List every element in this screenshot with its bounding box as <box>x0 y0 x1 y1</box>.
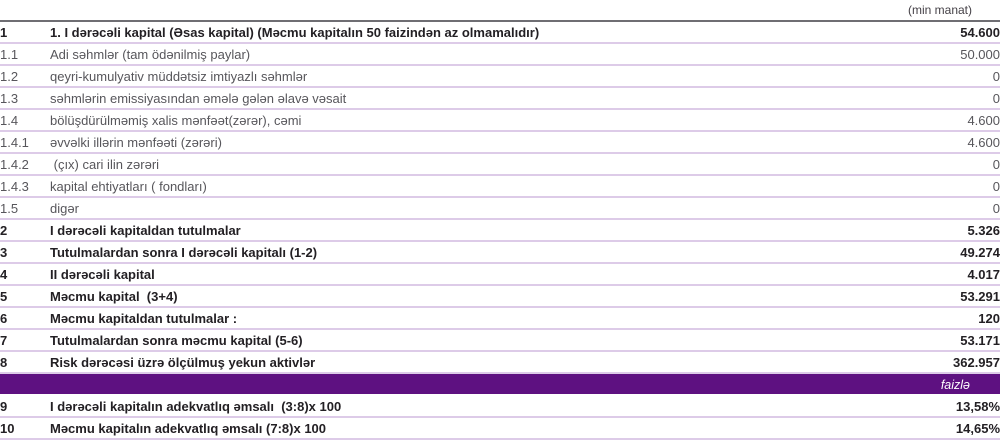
row-value: 4.600 <box>830 131 1000 154</box>
row-value: 0 <box>830 175 1000 198</box>
row-value: 0 <box>830 65 1000 88</box>
row-label: Tutulmalardan sonra I dərəcəli kapitalı … <box>50 241 830 264</box>
table-row: 1.1 Adi səhmlər (tam ödənilmiş paylar) 50.… <box>0 43 1000 66</box>
row-number: 10 <box>0 417 50 440</box>
table-row: 1 1. I dərəcəli kapital (Əsas kapital) (M… <box>0 21 1000 44</box>
row-label: 1. I dərəcəli kapital (Əsas kapital) (Mə… <box>50 21 830 44</box>
row-value: 0 <box>830 87 1000 110</box>
row-number: 1.4.1 <box>0 131 50 154</box>
percent-divider-row: faizlə <box>0 373 1000 396</box>
table-row: 7 Tutulmalardan sonra məcmu kapital (5-6)… <box>0 329 1000 352</box>
row-label: (çıx) cari ilin zərəri <box>50 153 830 176</box>
row-number: 2 <box>0 219 50 242</box>
table-row: 1.2 qeyri-kumulyativ müddətsiz imtiyazlı … <box>0 65 1000 88</box>
table-row: 1.4 bölüşdürülməmiş xalis mənfəət(zərər),… <box>0 109 1000 132</box>
row-label: II dərəcəli kapital <box>50 263 830 286</box>
table-row: 1.3 səhmlərin emissiyasından əmələ gələn … <box>0 87 1000 110</box>
table-row: 6 Məcmu kapitaldan tutulmalar :120 <box>0 307 1000 330</box>
percent-divider-cell: faizlə <box>0 373 1000 396</box>
row-number: 5 <box>0 285 50 308</box>
row-number: 1.2 <box>0 65 50 88</box>
unit-row: (min manat) <box>0 0 1000 20</box>
row-value: 5.326 <box>830 219 1000 242</box>
row-label: digər <box>50 197 830 220</box>
table-row: 1.5 digər 0 <box>0 197 1000 220</box>
row-value: 4.017 <box>830 263 1000 286</box>
row-number: 7 <box>0 329 50 352</box>
table-row: 5 Məcmu kapital (3+4) 53.291 <box>0 285 1000 308</box>
capital-table: 1 1. I dərəcəli kapital (Əsas kapital) (M… <box>0 20 1000 440</box>
row-number: 1.3 <box>0 87 50 110</box>
row-number: 1.5 <box>0 197 50 220</box>
row-value: 53.171 <box>830 329 1000 352</box>
row-value: 54.600 <box>830 21 1000 44</box>
table-row: 10 Məcmu kapitalın adekvatlıq əmsalı (7:8… <box>0 417 1000 440</box>
row-label: Risk dərəcəsi üzrə ölçülmuş yekun aktivl… <box>50 351 830 374</box>
table-row: 3 Tutulmalardan sonra I dərəcəli kapitalı… <box>0 241 1000 264</box>
row-number: 1.4.3 <box>0 175 50 198</box>
row-number: 6 <box>0 307 50 330</box>
table-row: 8 Risk dərəcəsi üzrə ölçülmuş yekun aktiv… <box>0 351 1000 374</box>
row-value: 120 <box>830 307 1000 330</box>
table-row: 1.4.2 (çıx) cari ilin zərəri 0 <box>0 153 1000 176</box>
row-value: 53.291 <box>830 285 1000 308</box>
row-number: 8 <box>0 351 50 374</box>
row-value: 49.274 <box>830 241 1000 264</box>
row-number: 1.1 <box>0 43 50 66</box>
row-number: 1 <box>0 21 50 44</box>
row-value: 362.957 <box>830 351 1000 374</box>
table-row: 1.4.3 kapital ehtiyatları ( fondları) 0 <box>0 175 1000 198</box>
row-label: Məcmu kapitaldan tutulmalar : <box>50 307 830 330</box>
row-label: əvvəlki illərin mənfəəti (zərəri) <box>50 131 830 154</box>
table-row: 4 II dərəcəli kapital 4.017 <box>0 263 1000 286</box>
percent-label: faizlə <box>940 377 970 392</box>
row-label: Məcmu kapitalın adekvatlıq əmsalı (7:8)x… <box>50 417 830 440</box>
row-number: 1.4.2 <box>0 153 50 176</box>
unit-label: (min manat) <box>907 3 972 17</box>
row-number: 1.4 <box>0 109 50 132</box>
row-value: 13,58% <box>830 395 1000 418</box>
row-label: Adi səhmlər (tam ödənilmiş paylar) <box>50 43 830 66</box>
row-label: bölüşdürülməmiş xalis mənfəət(zərər), cə… <box>50 109 830 132</box>
row-label: kapital ehtiyatları ( fondları) <box>50 175 830 198</box>
row-value: 50.000 <box>830 43 1000 66</box>
capital-table-body: 1 1. I dərəcəli kapital (Əsas kapital) (M… <box>0 21 1000 440</box>
row-number: 4 <box>0 263 50 286</box>
row-label: qeyri-kumulyativ müddətsiz imtiyazlı səh… <box>50 65 830 88</box>
row-label: Məcmu kapital (3+4) <box>50 285 830 308</box>
row-label: Tutulmalardan sonra məcmu kapital (5-6) <box>50 329 830 352</box>
row-label: I dərəcəli kapitaldan tutulmalar <box>50 219 830 242</box>
row-value: 14,65% <box>830 417 1000 440</box>
row-number: 3 <box>0 241 50 264</box>
row-number: 9 <box>0 395 50 418</box>
row-value: 4.600 <box>830 109 1000 132</box>
table-row: 1.4.1 əvvəlki illərin mənfəəti (zərəri) 4.… <box>0 131 1000 154</box>
row-label: səhmlərin emissiyasından əmələ gələn əla… <box>50 87 830 110</box>
row-label: I dərəcəli kapitalın adekvatlıq əmsalı (… <box>50 395 830 418</box>
row-value: 0 <box>830 197 1000 220</box>
row-value: 0 <box>830 153 1000 176</box>
